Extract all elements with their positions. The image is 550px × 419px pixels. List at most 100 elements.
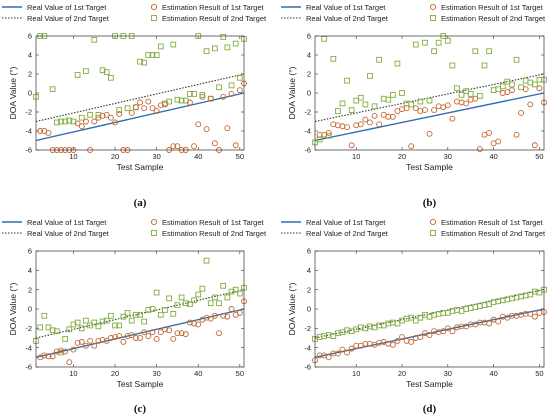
estimate-2nd-point [178,294,185,301]
estimate-2nd-point [195,291,202,298]
estimate-1st-point [58,347,64,354]
legend-swatch-est-1st [150,3,158,11]
estimate-2nd-point [236,74,243,81]
legend-entry: Estimation Result of 1st Target [162,218,264,227]
estimate-1st-point [531,313,538,320]
y-tick-label: 6 [307,32,311,41]
estimate-1st-point [70,346,77,353]
estimate-1st-point [53,348,60,355]
estimate-2nd-point [216,84,222,91]
estimate-1st-point [367,119,373,126]
estimate-2nd-point [95,111,102,118]
y-tick-label: 4 [307,51,311,60]
estimate-2nd-point [74,72,81,78]
estimate-1st-point [394,337,401,344]
estimate-1st-point [348,345,355,352]
estimate-1st-point [157,102,164,109]
estimate-1st-point [103,337,110,344]
estimate-2nd-point [157,43,164,50]
y-tick-label: 4 [307,266,311,275]
estimate-2nd-point [458,308,465,314]
estimate-2nd-point [408,314,415,321]
estimate-1st-point [513,131,520,138]
estimate-1st-point [74,120,81,127]
estimate-1st-point [463,100,470,107]
x-tick-label: 40 [194,152,202,161]
estimate-2nd-point [399,90,405,96]
estimate-1st-point [170,143,177,150]
estimate-1st-point [199,93,206,100]
estimate-2nd-point [83,68,89,75]
estimate-1st-point [78,123,85,130]
estimate-1st-point [216,330,222,337]
legend-swatch-est-1st [150,218,158,226]
y-tick-label: 6 [307,247,311,256]
estimate-2nd-point [486,48,492,55]
real-value-2nd-line [35,289,245,339]
x-tick-label: 30 [152,369,160,378]
y-axis-label: DOA Value (°) [287,282,297,335]
y-tick-label: -4 [304,127,311,136]
estimate-2nd-point [58,118,64,125]
estimate-2nd-point [348,107,355,113]
y-tick-label: 2 [28,70,32,79]
estimate-2nd-point [463,88,469,94]
estimate-1st-point [82,118,89,125]
estimate-2nd-point [157,311,164,318]
x-tick-label: 20 [111,369,119,378]
estimate-1st-point [228,90,235,97]
legend-entry: Real Value of 2nd Target [27,14,110,23]
y-tick-label: -4 [25,343,32,352]
estimate-1st-point [207,95,214,102]
y-tick-label: -2 [25,324,32,333]
estimate-1st-point [141,329,148,336]
estimate-1st-point [157,329,164,336]
estimate-1st-point [203,126,210,133]
estimate-2nd-point [362,325,369,332]
estimate-1st-point [112,334,118,340]
estimate-2nd-point [137,311,143,318]
estimate-2nd-point [91,36,98,43]
real-value-1st-line [314,92,545,142]
y-tick-label: 4 [28,266,32,275]
estimate-1st-point [195,121,202,128]
legend-swatch-est-1st [429,3,437,11]
x-tick-label: 50 [535,152,543,161]
estimate-2nd-point [481,62,488,69]
estimate-2nd-point [394,60,401,67]
legend-swatch-est-1st [429,218,437,226]
estimate-2nd-point [95,323,102,330]
y-tick-label: 2 [307,285,311,294]
estimate-2nd-point [422,39,428,46]
panel-label: (c) [134,403,147,415]
estimate-2nd-point [376,56,382,63]
estimate-2nd-point [116,322,123,329]
estimate-1st-point [220,312,227,319]
estimate-2nd-point [454,85,460,92]
estimate-2nd-point [435,39,442,46]
legend: Real Value of 1st Target Real Value of 2n… [2,218,267,238]
estimate-2nd-point [174,96,181,103]
estimate-1st-point [137,99,143,106]
estimate-2nd-point [380,95,387,102]
estimate-2nd-point [41,312,48,319]
estimate-2nd-point [99,318,106,325]
plot-frame [35,35,245,151]
estimate-1st-point [62,348,69,355]
estimate-2nd-point [224,44,231,51]
estimate-1st-point [87,337,94,344]
estimate-2nd-point [108,312,114,319]
estimate-2nd-point [166,98,172,105]
estimate-1st-point [191,143,198,150]
estimate-2nd-point [504,78,511,85]
estimate-1st-point [449,115,456,122]
plot-frame [314,250,545,368]
estimate-1st-point [116,333,123,340]
estimate-2nd-point [481,302,488,308]
x-tick-label: 10 [352,152,360,161]
estimate-2nd-point [103,69,110,75]
estimate-2nd-point [357,94,364,101]
estimate-1st-point [153,108,160,115]
y-tick-label: 6 [28,247,32,256]
estimate-2nd-point [490,87,497,94]
